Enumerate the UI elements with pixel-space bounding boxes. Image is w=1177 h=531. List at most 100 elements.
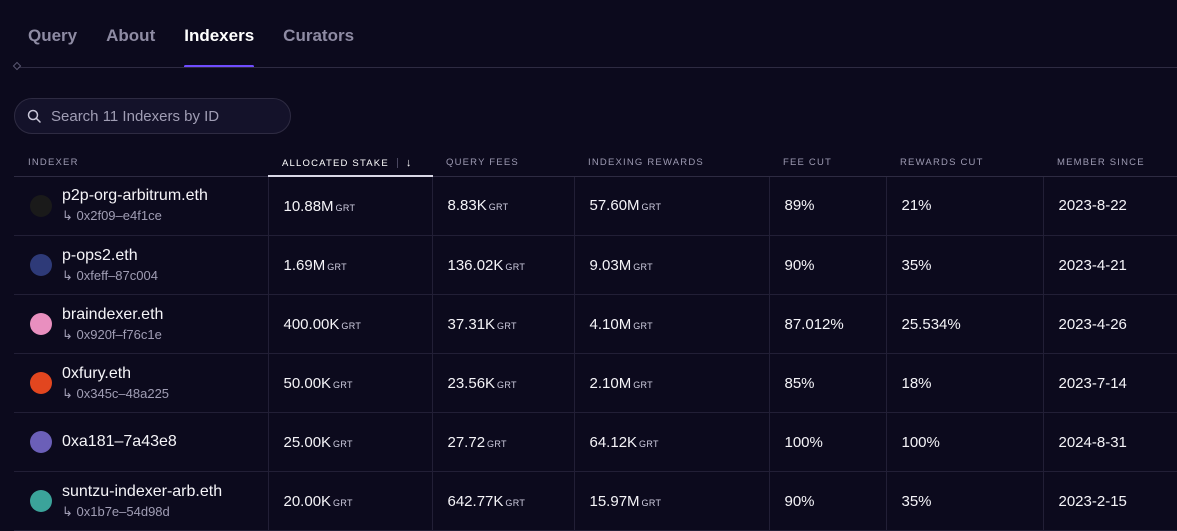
- column-header-indexer[interactable]: INDEXER: [14, 150, 268, 177]
- fees-value: 27.72: [447, 433, 486, 451]
- table-row[interactable]: p-ops2.eth ↳ 0xfeff–87c004 1.69M GRT 136.0…: [14, 235, 1177, 295]
- stake-cell: 20.00K GRT: [268, 471, 433, 531]
- search-icon: [27, 109, 41, 123]
- stake-value: 20.00K: [283, 492, 332, 510]
- indexer-name[interactable]: p-ops2.eth: [62, 246, 138, 264]
- fees-cell: 136.02K GRT: [432, 235, 575, 295]
- unit-label: GRT: [641, 202, 662, 213]
- fees-cell: 27.72 GRT: [432, 412, 575, 472]
- rewards-cell: 4.10M GRT: [574, 294, 770, 354]
- stake-cell: 10.88M GRT: [268, 176, 433, 236]
- fees-cell: 642.77K GRT: [432, 471, 575, 531]
- rewards-value: 9.03M: [589, 256, 632, 274]
- indexer-address: ↳ 0x1b7e–54d98d: [62, 503, 170, 519]
- since-value: 2023-4-21: [1058, 256, 1127, 274]
- rewards-cell: 15.97M GRT: [574, 471, 770, 531]
- rewards-value: 57.60M: [589, 197, 640, 215]
- indexer-address: ↳ 0x2f09–e4f1ce: [62, 208, 162, 224]
- fee_cut-value: 89%: [784, 197, 815, 215]
- indexer-cell[interactable]: 0xfury.eth ↳ 0x345c–48a225: [14, 353, 269, 413]
- tab-indexers[interactable]: Indexers: [184, 0, 254, 68]
- since-cell: 2024-8-31: [1043, 412, 1177, 472]
- rewards-value: 64.12K: [589, 433, 638, 451]
- unit-label: GRT: [327, 261, 347, 272]
- search-input[interactable]: [49, 106, 273, 126]
- tab-divider: [18, 67, 1177, 68]
- stake-cell: 25.00K GRT: [268, 412, 433, 472]
- fee_cut-cell: 87.012%: [769, 294, 887, 354]
- indexer-name[interactable]: suntzu-indexer-arb.eth: [62, 482, 223, 500]
- rewards_cut-value: 18%: [901, 374, 932, 392]
- column-header-fee-cut[interactable]: FEE CUT: [769, 150, 886, 177]
- fee_cut-value: 90%: [784, 492, 815, 510]
- sort-down-icon[interactable]: ↓: [405, 156, 413, 169]
- indexer-cell[interactable]: suntzu-indexer-arb.eth ↳ 0x1b7e–54d98d: [14, 471, 269, 531]
- fee_cut-cell: 90%: [769, 235, 887, 295]
- rewards_cut-cell: 35%: [886, 471, 1044, 531]
- indexer-avatar-icon: [30, 372, 52, 394]
- table-row[interactable]: 0xfury.eth ↳ 0x345c–48a225 50.00K GRT 23.5…: [14, 353, 1177, 413]
- rewards_cut-cell: 35%: [886, 235, 1044, 295]
- tab-about[interactable]: About: [106, 26, 156, 45]
- unit-label: GRT: [633, 379, 653, 390]
- rewards_cut-cell: 25.534%: [886, 294, 1044, 354]
- indexer-cell[interactable]: 0xa181–7a43e8: [14, 412, 269, 472]
- column-header-rewards-cut[interactable]: REWARDS CUT: [886, 150, 1043, 177]
- table-row[interactable]: braindexer.eth ↳ 0x920f–f76c1e 400.00K GR…: [14, 294, 1177, 354]
- unit-label: GRT: [633, 261, 653, 272]
- rewards_cut-value: 100%: [901, 433, 940, 451]
- stake-value: 50.00K: [283, 374, 332, 392]
- stake-cell: 50.00K GRT: [268, 353, 433, 413]
- rewards_cut-value: 25.534%: [901, 315, 961, 333]
- since-cell: 2023-8-22: [1043, 176, 1177, 236]
- column-header-allocated-stake[interactable]: ALLOCATED STAKE ↓: [268, 150, 432, 177]
- stake-value: 1.69M: [283, 256, 326, 274]
- search-box[interactable]: [14, 98, 291, 134]
- indexer-avatar-icon: [30, 431, 52, 453]
- indexer-avatar-icon: [30, 313, 52, 335]
- tab-query[interactable]: Query: [28, 26, 78, 45]
- indexer-address: ↳ 0xfeff–87c004: [62, 267, 158, 283]
- indexer-avatar-icon: [30, 194, 52, 217]
- indexer-cell[interactable]: p2p-org-arbitrum.eth ↳ 0x2f09–e4f1ce: [14, 176, 269, 236]
- indexer-name[interactable]: p2p-org-arbitrum.eth: [62, 187, 208, 205]
- indexer-avatar-icon: [30, 490, 52, 512]
- indexer-name[interactable]: braindexer.eth: [62, 305, 164, 323]
- column-header-indexing-rewards[interactable]: INDEXING REWARDS: [574, 150, 769, 177]
- fee_cut-value: 100%: [784, 433, 823, 451]
- rewards-value: 2.10M: [589, 374, 632, 392]
- since-cell: 2023-2-15: [1043, 471, 1177, 531]
- since-value: 2023-4-26: [1058, 315, 1127, 333]
- indexer-cell[interactable]: p-ops2.eth ↳ 0xfeff–87c004: [14, 235, 269, 295]
- fee_cut-value: 90%: [784, 256, 815, 274]
- rewards-value: 15.97M: [589, 492, 640, 510]
- unit-label: GRT: [639, 438, 659, 449]
- stake-cell: 1.69M GRT: [268, 235, 433, 295]
- unit-label: GRT: [497, 379, 517, 390]
- since-value: 2023-7-14: [1058, 374, 1127, 392]
- fees-cell: 37.31K GRT: [432, 294, 575, 354]
- indexer-name[interactable]: 0xfury.eth: [62, 364, 132, 382]
- unit-label: GRT: [335, 202, 356, 213]
- unit-label: GRT: [488, 202, 509, 213]
- since-cell: 2023-4-21: [1043, 235, 1177, 295]
- unit-label: GRT: [641, 497, 662, 508]
- tab-curators[interactable]: Curators: [283, 26, 355, 45]
- column-header-query-fees[interactable]: QUERY FEES: [432, 150, 574, 177]
- table-row[interactable]: suntzu-indexer-arb.eth ↳ 0x1b7e–54d98d 2…: [14, 471, 1177, 531]
- indexer-address: ↳ 0x345c–48a225: [62, 385, 170, 401]
- table-row[interactable]: p2p-org-arbitrum.eth ↳ 0x2f09–e4f1ce 10.…: [14, 176, 1177, 236]
- since-value: 2023-8-22: [1058, 197, 1127, 215]
- fees-value: 136.02K: [447, 256, 504, 274]
- fee_cut-value: 85%: [784, 374, 815, 392]
- table-row[interactable]: 0xa181–7a43e8 25.00K GRT 27.72 GRT 64.12K GRT…: [14, 412, 1177, 472]
- indexer-cell[interactable]: braindexer.eth ↳ 0x920f–f76c1e: [14, 294, 269, 354]
- rewards-value: 4.10M: [589, 315, 632, 333]
- unit-label: GRT: [505, 497, 526, 508]
- fee_cut-cell: 100%: [769, 412, 887, 472]
- since-value: 2023-2-15: [1058, 492, 1127, 510]
- column-header-member-since[interactable]: MEMBER SINCE: [1043, 150, 1177, 177]
- fees-value: 37.31K: [447, 315, 496, 333]
- indexer-name[interactable]: 0xa181–7a43e8: [62, 433, 177, 450]
- rewards_cut-cell: 100%: [886, 412, 1044, 472]
